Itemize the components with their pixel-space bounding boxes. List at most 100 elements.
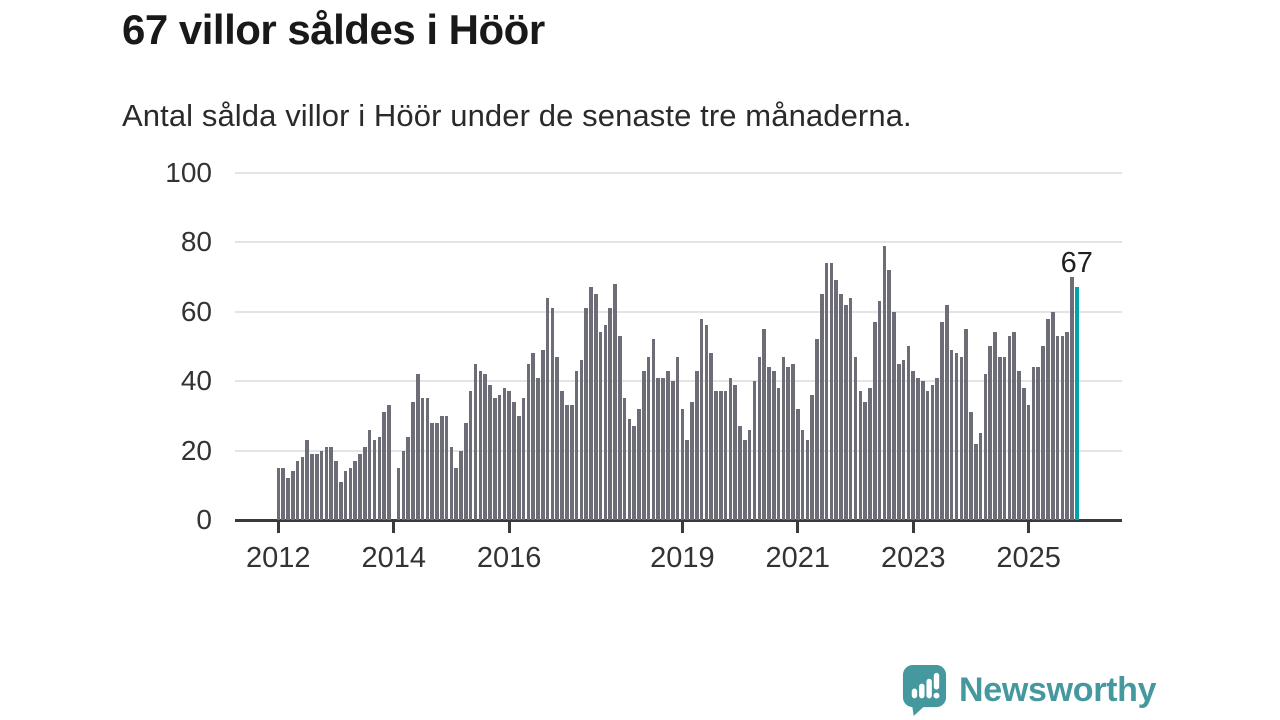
gridline bbox=[235, 241, 1122, 244]
bar bbox=[492, 398, 497, 520]
bar bbox=[853, 356, 858, 520]
bar bbox=[324, 447, 329, 520]
bar bbox=[401, 450, 406, 520]
bar bbox=[983, 374, 988, 520]
bar bbox=[815, 339, 819, 520]
bar bbox=[574, 370, 579, 520]
bar bbox=[728, 377, 733, 520]
bar bbox=[743, 440, 747, 520]
bar bbox=[752, 381, 757, 520]
bar bbox=[425, 398, 430, 520]
bar bbox=[892, 311, 896, 520]
bar bbox=[848, 297, 853, 520]
bar bbox=[473, 363, 478, 520]
bar bbox=[805, 440, 810, 520]
bar bbox=[887, 269, 891, 520]
bar bbox=[738, 426, 742, 520]
bar bbox=[863, 401, 867, 520]
x-axis-tick bbox=[276, 521, 280, 533]
bar bbox=[795, 408, 800, 520]
bar bbox=[377, 436, 382, 520]
bar bbox=[632, 426, 637, 520]
x-tick-label: 2019 bbox=[650, 542, 715, 574]
bar bbox=[637, 408, 641, 520]
bar bbox=[483, 374, 487, 520]
bar bbox=[651, 339, 656, 520]
bar bbox=[1055, 335, 1060, 520]
y-tick-label: 40 bbox=[180, 365, 212, 397]
bar bbox=[1041, 346, 1045, 520]
newsworthy-logo-text: Newsworthy bbox=[959, 670, 1157, 709]
x-axis-tick bbox=[392, 521, 396, 533]
bar bbox=[935, 377, 940, 520]
x-axis-tick bbox=[680, 521, 684, 533]
bar bbox=[1050, 311, 1055, 520]
bar bbox=[973, 443, 978, 520]
bar bbox=[747, 429, 752, 520]
bar bbox=[896, 363, 901, 520]
bar bbox=[382, 412, 386, 520]
y-tick-label: 0 bbox=[196, 504, 212, 535]
bar bbox=[454, 467, 459, 520]
bar bbox=[872, 322, 877, 520]
bar bbox=[906, 346, 911, 520]
bar bbox=[1065, 332, 1069, 520]
bar bbox=[680, 408, 685, 520]
bar bbox=[666, 370, 670, 520]
bar bbox=[372, 440, 377, 520]
bar bbox=[940, 322, 944, 520]
bar bbox=[464, 422, 468, 520]
bar bbox=[690, 401, 694, 520]
bar bbox=[290, 471, 295, 520]
bar bbox=[949, 349, 954, 520]
bar bbox=[776, 388, 781, 520]
bar bbox=[829, 262, 834, 520]
bar bbox=[675, 356, 680, 520]
bar bbox=[901, 360, 906, 520]
bar bbox=[343, 471, 348, 520]
bar bbox=[497, 394, 502, 520]
bar bbox=[670, 381, 675, 520]
bar bbox=[791, 363, 795, 520]
highlight-bar bbox=[1074, 287, 1079, 520]
bar bbox=[305, 440, 309, 520]
last-value-annotation: 67 bbox=[1060, 247, 1093, 280]
bar bbox=[988, 346, 992, 520]
bar bbox=[589, 287, 593, 520]
bar bbox=[502, 388, 507, 520]
bar bbox=[1007, 335, 1012, 520]
page-title: 67 villor såldes i Höör bbox=[122, 6, 545, 53]
bar bbox=[613, 283, 617, 520]
bar bbox=[1070, 276, 1074, 520]
plot-area: 0 20 40 60 80 100 2012 2014 2016 2019 2021 2023 2025 bbox=[165, 158, 1122, 574]
bar bbox=[420, 398, 425, 520]
bar bbox=[281, 467, 285, 520]
bar bbox=[565, 405, 569, 520]
bar bbox=[767, 367, 771, 520]
bar bbox=[930, 384, 935, 520]
bar bbox=[488, 384, 492, 520]
bar bbox=[593, 294, 598, 520]
bar bbox=[945, 304, 949, 520]
bar bbox=[1031, 367, 1036, 520]
bar bbox=[800, 429, 805, 520]
bar bbox=[959, 356, 964, 520]
x-axis-tick bbox=[1027, 521, 1031, 533]
bar bbox=[300, 457, 305, 520]
bar bbox=[834, 280, 839, 520]
bar bbox=[921, 381, 925, 520]
bar bbox=[363, 447, 367, 520]
bar bbox=[584, 308, 588, 520]
bar bbox=[526, 363, 531, 520]
bar bbox=[507, 391, 511, 520]
bar bbox=[709, 353, 713, 520]
bar bbox=[276, 467, 281, 520]
bar bbox=[685, 440, 689, 520]
bar bbox=[699, 318, 704, 520]
bar bbox=[541, 349, 545, 520]
bar bbox=[954, 353, 959, 520]
bar bbox=[762, 328, 766, 520]
bar bbox=[642, 370, 646, 520]
bar bbox=[868, 388, 872, 520]
bar bbox=[839, 294, 843, 520]
